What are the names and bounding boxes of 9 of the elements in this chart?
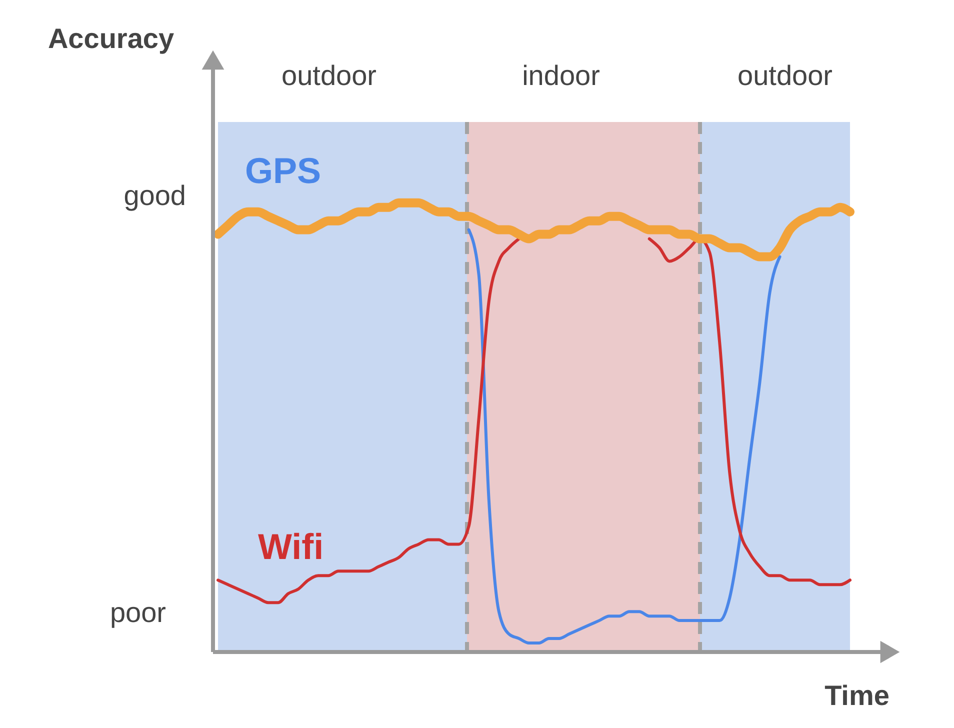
text: good: [124, 180, 186, 211]
text: GPS: [245, 150, 322, 191]
x-axis-title: Time: [824, 680, 890, 711]
text: outdoor: [282, 60, 376, 91]
text: outdoor: [738, 60, 832, 91]
text: indoor: [522, 60, 600, 91]
series-label: Wifi: [258, 526, 324, 567]
text: Accuracy: [48, 23, 174, 54]
text: poor: [110, 597, 166, 628]
